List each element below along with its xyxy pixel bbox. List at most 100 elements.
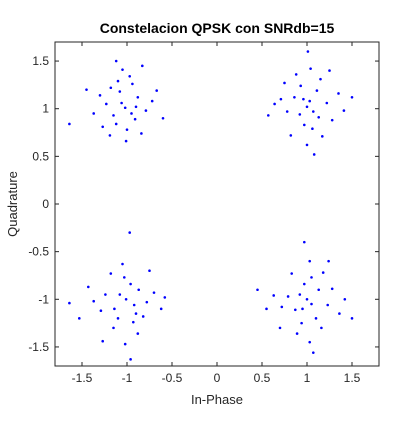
data-point: [308, 260, 311, 263]
y-tick-label: -1.5: [28, 340, 49, 354]
data-point: [311, 127, 314, 130]
data-point: [309, 67, 312, 70]
y-tick-label: -1: [38, 292, 49, 306]
data-point: [92, 300, 95, 303]
x-tick-label: -1: [122, 371, 133, 385]
data-point: [299, 293, 302, 296]
data-point: [283, 82, 286, 85]
data-point: [162, 117, 165, 120]
data-point: [300, 322, 303, 325]
data-point: [308, 341, 311, 344]
data-point: [306, 298, 309, 301]
data-point: [68, 302, 71, 305]
data-point: [119, 293, 122, 296]
data-point: [68, 123, 71, 126]
data-point: [100, 309, 103, 312]
data-point: [160, 308, 163, 311]
data-point: [317, 116, 320, 119]
data-point: [121, 68, 124, 71]
data-point: [344, 298, 347, 301]
data-point: [113, 308, 116, 311]
data-point: [110, 86, 113, 89]
data-point: [141, 65, 144, 68]
data-point: [294, 308, 297, 311]
x-tick-label: -0.5: [162, 371, 183, 385]
data-point: [155, 89, 158, 92]
data-point: [117, 317, 120, 320]
data-point: [109, 134, 112, 137]
data-point: [129, 283, 132, 286]
y-tick-label: 1: [42, 102, 49, 116]
data-point: [137, 96, 140, 99]
data-point: [164, 296, 167, 299]
plot-area: [55, 42, 379, 366]
data-point: [273, 103, 276, 106]
data-point: [312, 110, 315, 113]
data-point: [299, 85, 302, 88]
data-point: [123, 276, 126, 279]
data-point: [142, 315, 145, 318]
data-point: [134, 118, 137, 121]
data-point: [105, 103, 108, 106]
data-point: [303, 241, 306, 244]
data-point: [120, 102, 123, 105]
data-point: [78, 317, 81, 320]
data-point: [290, 272, 293, 275]
data-point: [265, 308, 268, 311]
data-point: [287, 295, 290, 298]
y-tick-label: 0.5: [32, 149, 49, 163]
data-point: [145, 109, 148, 112]
data-point: [328, 69, 331, 72]
data-point: [327, 260, 330, 263]
data-point: [293, 96, 296, 99]
data-point: [331, 288, 334, 291]
data-point: [153, 291, 156, 294]
data-point: [124, 343, 127, 346]
data-point: [92, 112, 95, 115]
data-point: [307, 50, 310, 53]
data-point: [148, 269, 151, 272]
data-point: [129, 358, 132, 361]
data-point: [119, 90, 122, 93]
data-point: [326, 304, 329, 307]
data-point: [128, 75, 131, 78]
data-point: [256, 288, 259, 291]
data-point: [112, 327, 115, 330]
data-point: [128, 231, 131, 234]
data-point: [296, 332, 299, 335]
data-point: [337, 92, 340, 95]
data-point: [112, 114, 115, 117]
data-point: [115, 123, 118, 126]
x-axis-label: In-Phase: [191, 392, 243, 407]
data-point: [331, 119, 334, 122]
data-point: [338, 312, 341, 315]
data-point: [132, 321, 135, 324]
x-tick-label: 1.5: [344, 371, 361, 385]
x-tick-label: 1: [304, 371, 311, 385]
x-tick-label: -1.5: [72, 371, 93, 385]
data-point: [319, 78, 322, 81]
y-tick-label: 0: [42, 197, 49, 211]
data-point: [125, 140, 128, 143]
data-point: [133, 304, 136, 307]
data-point: [351, 317, 354, 320]
data-point: [303, 283, 306, 286]
data-point: [140, 132, 143, 135]
data-point: [290, 134, 293, 137]
data-point: [321, 135, 324, 138]
data-point: [117, 80, 120, 83]
data-point: [303, 124, 306, 127]
data-point: [299, 113, 302, 116]
data-point: [104, 293, 107, 296]
data-point: [146, 301, 149, 304]
data-point: [279, 327, 282, 330]
data-point: [286, 110, 289, 113]
y-axis-label: Quadrature: [5, 171, 20, 237]
chart-title: Constelacion QPSK con SNRdb=15: [100, 20, 335, 36]
data-point: [280, 98, 283, 101]
data-point: [306, 144, 309, 147]
data-point: [306, 106, 309, 109]
data-point: [151, 100, 154, 103]
